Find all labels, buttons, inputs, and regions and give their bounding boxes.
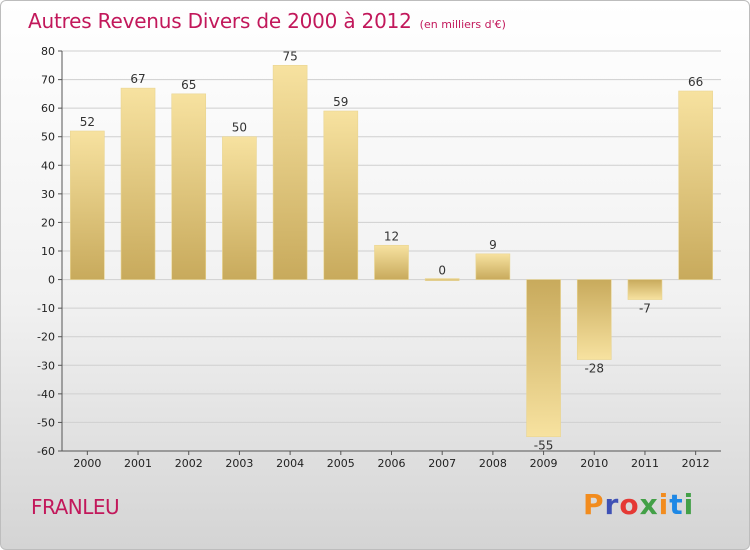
- data-label-2009: -55: [534, 439, 554, 453]
- title-row: Autres Revenus Divers de 2000 à 2012 (en …: [28, 9, 506, 33]
- bar-2004: [272, 64, 308, 280]
- commune-name: FRANLEU: [31, 495, 120, 519]
- y-tick-label: 10: [41, 245, 55, 258]
- data-label-2010: -28: [584, 362, 604, 376]
- y-tick-label: -40: [37, 388, 55, 401]
- bar-2000: [70, 130, 105, 280]
- y-tick-label: -50: [37, 416, 55, 429]
- chart-title: Autres Revenus Divers de 2000 à 2012: [28, 9, 412, 33]
- data-label-2006: 12: [384, 229, 399, 243]
- y-tick-label: 30: [41, 188, 55, 201]
- logo-letter: t: [669, 488, 684, 521]
- bar-2011: [627, 279, 663, 300]
- y-tick-label: 0: [48, 274, 55, 287]
- y-tick-label: -20: [37, 331, 55, 344]
- y-tick-label: 70: [41, 74, 55, 87]
- chart-subtitle: (en milliers d'€): [419, 18, 506, 31]
- bar-2010: [576, 279, 612, 360]
- bar-2012: [678, 90, 713, 280]
- data-label-2007: 0: [438, 264, 446, 278]
- data-label-2004: 75: [282, 49, 297, 63]
- y-tick-label: -60: [37, 445, 55, 458]
- logo-letter: i: [683, 488, 695, 521]
- bar-2005: [323, 110, 359, 280]
- y-tick-label: 40: [41, 159, 55, 172]
- logo-letter: i: [658, 488, 670, 521]
- x-tick-label: 2008: [479, 457, 507, 470]
- x-tick-label: 2003: [225, 457, 253, 470]
- proxiti-logo: Proxiti: [583, 488, 694, 521]
- data-label-2005: 59: [333, 95, 348, 109]
- data-labels: 52 67 65 50 75 59 12 0 9 -55 -28 -7 66: [80, 49, 704, 452]
- bar-2009: [526, 279, 561, 438]
- logo-letter: o: [619, 488, 640, 521]
- x-tick-label: 2011: [631, 457, 659, 470]
- bar-2001: [120, 87, 156, 280]
- data-label-2002: 65: [181, 78, 196, 92]
- data-label-2003: 50: [232, 121, 247, 135]
- x-tick-label: 2009: [530, 457, 558, 470]
- x-tick-label: 2004: [276, 457, 304, 470]
- y-tick-label: 60: [41, 102, 55, 115]
- bar-2008: [475, 253, 511, 280]
- y-tick-label: 20: [41, 216, 55, 229]
- logo-letter: P: [583, 488, 605, 521]
- x-tick-label: 2002: [175, 457, 203, 470]
- logo-letter: x: [639, 488, 659, 521]
- bar-2003: [222, 136, 257, 280]
- x-tick-label: 2010: [580, 457, 608, 470]
- x-tick-label: 2007: [428, 457, 456, 470]
- y-tick-label: -10: [37, 302, 55, 315]
- data-label-2012: 66: [688, 75, 703, 89]
- logo-letter: r: [604, 488, 620, 521]
- x-tick-label: 2001: [124, 457, 152, 470]
- x-tick-label: 2006: [378, 457, 406, 470]
- x-tick-label: 2005: [327, 457, 355, 470]
- x-tick-label: 2012: [682, 457, 710, 470]
- bar-2002: [171, 93, 207, 280]
- y-tick-label: -30: [37, 359, 55, 372]
- bar-2007: [424, 278, 460, 281]
- data-label-2000: 52: [80, 115, 95, 129]
- bar-2006: [374, 244, 409, 280]
- data-label-2008: 9: [489, 238, 497, 252]
- bars: [70, 64, 713, 438]
- y-tick-label: 80: [41, 45, 55, 58]
- data-label-2001: 67: [130, 72, 145, 86]
- y-tick-label: 50: [41, 131, 55, 144]
- x-tick-label: 2000: [73, 457, 101, 470]
- data-label-2011: -7: [639, 302, 651, 316]
